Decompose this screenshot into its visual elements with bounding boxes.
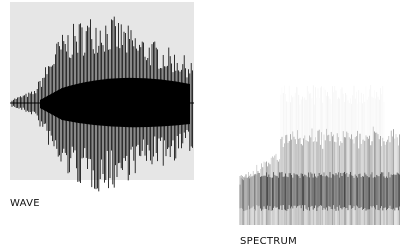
spectrogram: [240, 85, 400, 225]
wave-label: WAVE: [10, 198, 40, 209]
figure: WAVE SPECTRUM: [0, 0, 400, 251]
page: {"labels": {"wave": "WAVE", "spectrum": …: [0, 0, 400, 251]
spectrum-label: SPECTRUM: [240, 236, 297, 247]
